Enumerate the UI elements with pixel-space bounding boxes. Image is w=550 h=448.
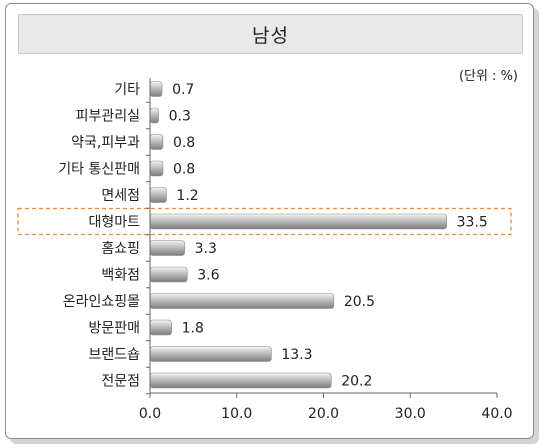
bar — [149, 187, 167, 203]
bar — [149, 266, 188, 283]
x-tick-label: 20.0 — [308, 406, 339, 422]
x-tick-label: 10.0 — [221, 406, 252, 422]
value-label: 0.7 — [172, 82, 194, 98]
value-label: 1.2 — [176, 188, 198, 204]
chart-title: 남성 — [252, 24, 289, 47]
value-labels-group: 0.7 0.3 0.8 0.8 1.2 33.5 3.3 3.6 20.5 1.8 13.3 20.2 — [169, 82, 488, 390]
category-label: 면세점 — [101, 188, 140, 204]
x-tick-label: 30.0 — [395, 406, 426, 422]
bar — [149, 293, 335, 309]
category-label: 기타 — [114, 82, 140, 98]
bar — [149, 319, 172, 336]
category-label: 온라인쇼핑몰 — [63, 294, 140, 310]
category-label: 전문점 — [101, 374, 140, 390]
category-label: 대형마트 — [88, 215, 140, 231]
value-label: 3.6 — [197, 268, 219, 284]
value-label: 20.2 — [341, 374, 372, 390]
category-label: 홈쇼핑 — [101, 241, 140, 257]
bar — [149, 107, 159, 124]
category-label: 브랜드숍 — [88, 347, 140, 363]
value-label: 0.8 — [173, 135, 195, 151]
category-label: 백화점 — [101, 268, 140, 284]
category-label: 약국,피부과 — [71, 135, 140, 151]
bar — [149, 81, 163, 97]
value-label: 33.5 — [457, 215, 488, 231]
unit-label: (단위 : %) — [459, 69, 518, 84]
highlight-box — [17, 207, 512, 236]
bar — [149, 346, 272, 362]
bar — [149, 372, 332, 389]
bar — [149, 160, 164, 177]
x-tick-label: 0.0 — [139, 406, 161, 422]
category-label: 방문판매 — [88, 321, 140, 337]
bars-group — [17, 81, 512, 389]
axes-group: 0.0 10.0 20.0 30.0 40.0 — [139, 78, 513, 422]
bar — [149, 213, 447, 230]
bar — [149, 240, 185, 256]
category-label: 기타 통신판매 — [58, 162, 140, 178]
value-label: 0.8 — [173, 162, 195, 178]
bar — [149, 134, 164, 150]
value-label: 1.8 — [182, 321, 204, 337]
value-label: 3.3 — [195, 241, 217, 257]
value-label: 13.3 — [281, 347, 312, 363]
value-label: 20.5 — [344, 294, 375, 310]
chart-header: 남성 — [18, 14, 523, 54]
value-label: 0.3 — [169, 109, 191, 125]
x-tick-label: 40.0 — [481, 406, 512, 422]
category-label: 피부관리실 — [76, 109, 140, 125]
